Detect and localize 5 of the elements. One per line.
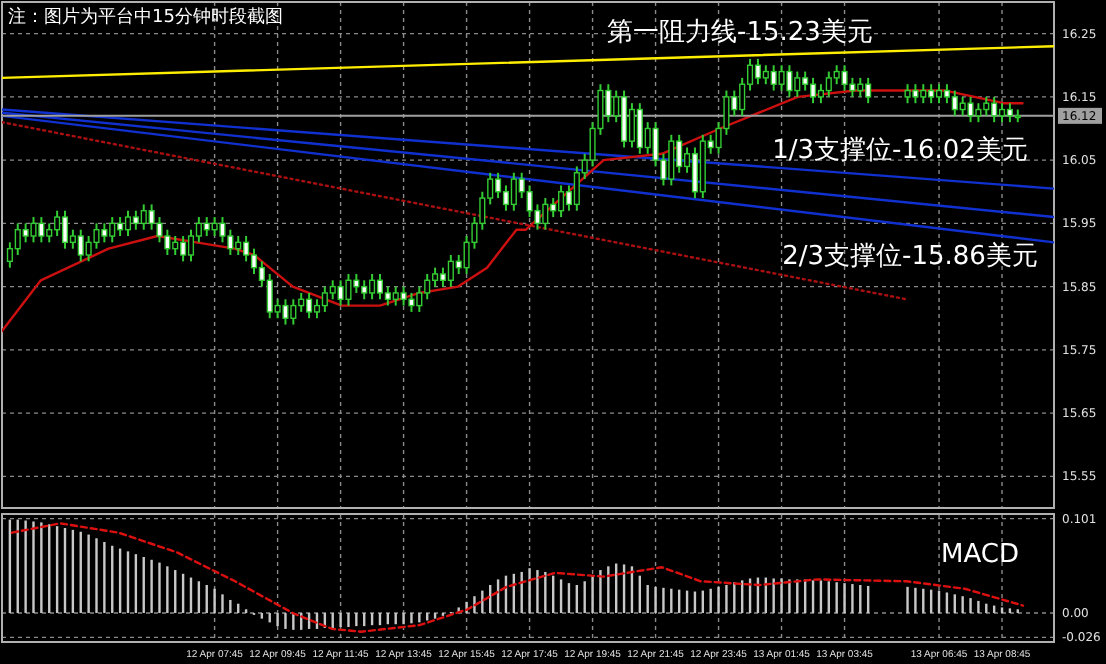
annotation: 2/3支撑位-15.86美元 xyxy=(782,240,1038,272)
annotation: 注：图片为平台中15分钟时段截图 xyxy=(8,6,283,28)
annotation: MACD xyxy=(941,540,1019,570)
annotation: 第一阻力线-15.23美元 xyxy=(607,16,873,48)
annotation: 1/3支撑位-16.02美元 xyxy=(772,134,1028,166)
